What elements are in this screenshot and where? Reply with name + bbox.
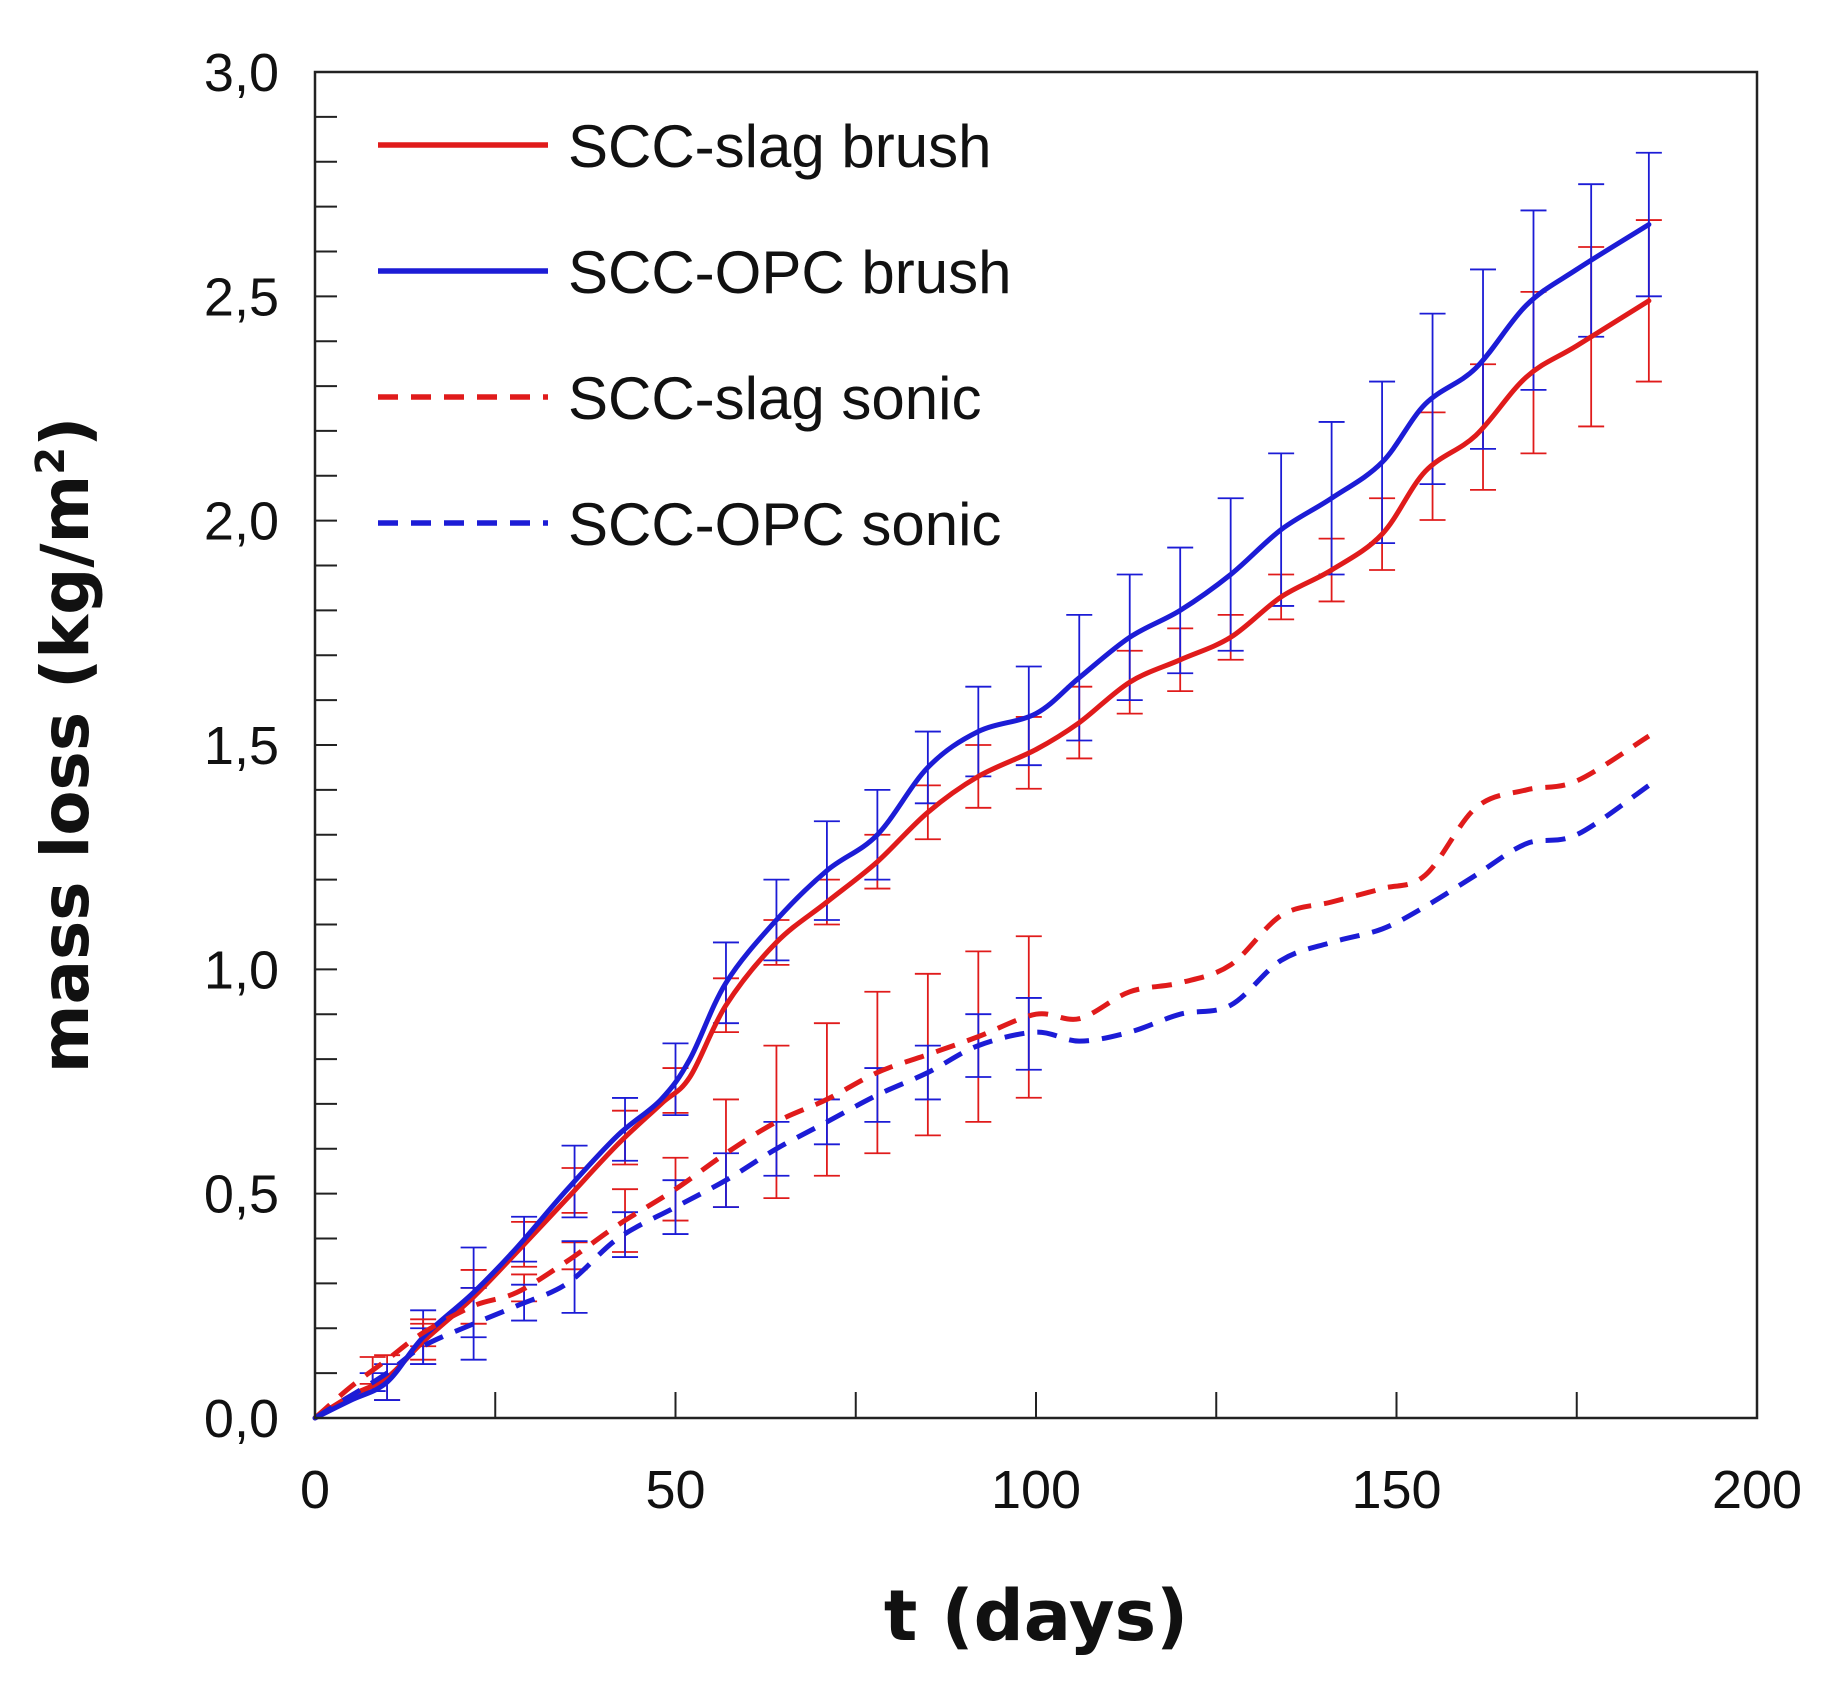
tick-labels: 0 50 100 150 200 0,0 0,5 1,0 1,5 2,0 2,5 3,0 (204, 43, 1802, 1520)
y-tick-label: 0,5 (204, 1165, 279, 1225)
legend-item-scc-opc-sonic: SCC-OPC sonic (378, 491, 1001, 558)
x-tick-label: 50 (645, 1460, 705, 1520)
legend-item-scc-slag-sonic: SCC-slag sonic (378, 365, 981, 432)
error-bar-scc-opc-sonic (864, 1067, 891, 1123)
legend-label: SCC-OPC sonic (568, 491, 1001, 558)
legend-label: SCC-slag brush (568, 113, 992, 180)
x-tick-label: 100 (991, 1460, 1081, 1520)
y-axis-title-main: mass loss (kg/m (27, 475, 104, 1074)
y-tick-label: 3,0 (204, 43, 279, 103)
x-tick-label: 0 (300, 1460, 330, 1520)
series-line-scc-slag-brush (312, 298, 1652, 1421)
y-tick-label: 1,0 (204, 940, 279, 1000)
y-axis-title: mass loss (kg/m2) (27, 417, 104, 1074)
x-axis-title: t (days) (884, 1575, 1188, 1657)
series-line-scc-opc-brush (312, 222, 1652, 1421)
y-axis-title-sup: 2 (28, 447, 74, 475)
y-tick-label: 2,5 (204, 267, 279, 327)
legend-item-scc-opc-brush: SCC-OPC brush (378, 239, 1011, 306)
x-tick-label: 150 (1351, 1460, 1441, 1520)
x-tick-label: 200 (1712, 1460, 1802, 1520)
series-lines (312, 222, 1652, 1421)
y-tick-label: 0,0 (204, 1389, 279, 1449)
y-tick-label: 1,5 (204, 716, 279, 776)
error-bar-scc-opc-sonic (1015, 997, 1042, 1071)
legend-label: SCC-slag sonic (568, 365, 981, 432)
y-tick-label: 2,0 (204, 492, 279, 552)
axis-ticks (315, 115, 1578, 1418)
legend: SCC-slag brush SCC-OPC brush SCC-slag soni… (378, 113, 1011, 558)
series-line-scc-opc-sonic (313, 783, 1651, 1421)
legend-label: SCC-OPC brush (568, 239, 1011, 306)
legend-item-scc-slag-brush: SCC-slag brush (378, 113, 992, 180)
y-axis-title-end: ) (27, 417, 104, 447)
